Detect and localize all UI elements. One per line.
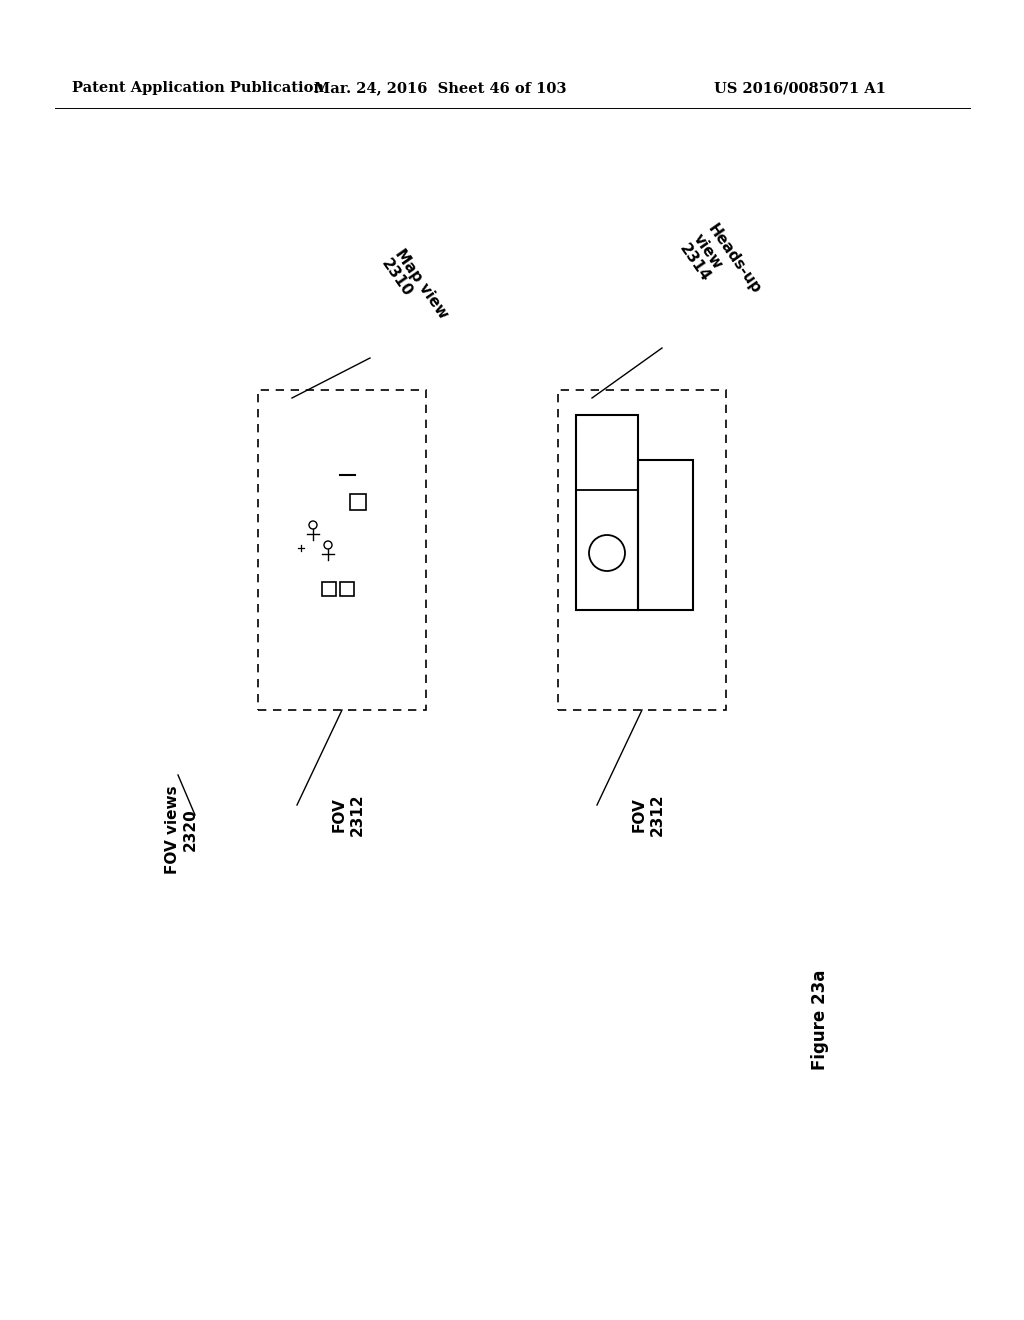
Text: Heads-up
view
2314: Heads-up view 2314: [676, 222, 764, 317]
Text: FOV
2312: FOV 2312: [632, 793, 665, 837]
Bar: [258, 389, 426, 710]
Text: Patent Application Publication: Patent Application Publication: [72, 81, 324, 95]
Bar: [558, 389, 726, 710]
Bar: [575, 414, 638, 610]
Bar: [322, 582, 336, 597]
Text: Map view
2310: Map view 2310: [378, 247, 452, 331]
Text: Mar. 24, 2016  Sheet 46 of 103: Mar. 24, 2016 Sheet 46 of 103: [313, 81, 566, 95]
Bar: [350, 494, 366, 510]
Text: FOV views
2320: FOV views 2320: [165, 785, 198, 874]
Text: US 2016/0085071 A1: US 2016/0085071 A1: [714, 81, 886, 95]
Text: Figure 23a: Figure 23a: [811, 970, 829, 1071]
Text: FOV
2312: FOV 2312: [332, 793, 365, 837]
Bar: [638, 459, 693, 610]
Bar: [340, 582, 354, 597]
